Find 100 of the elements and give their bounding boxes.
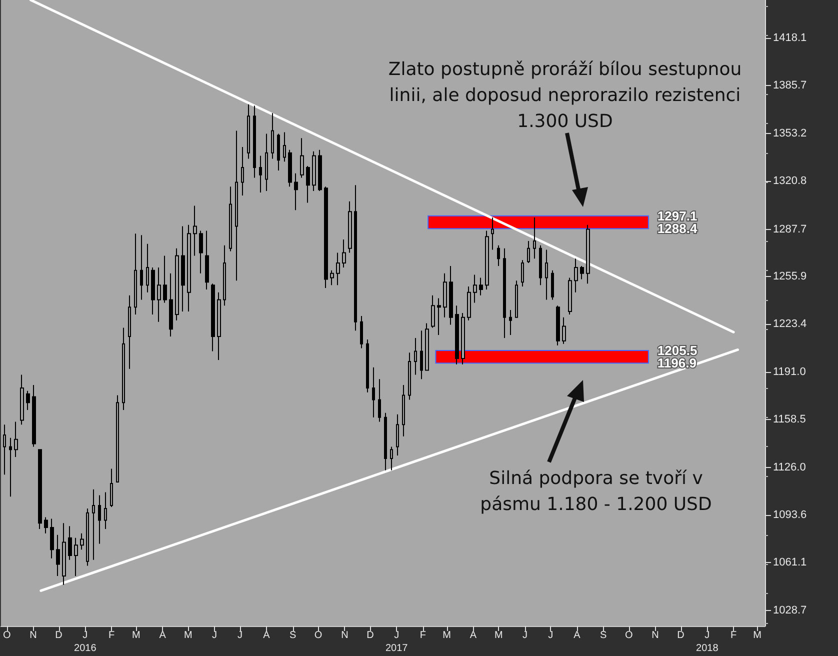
- candlestick: [551, 270, 554, 300]
- candlestick: [443, 272, 447, 318]
- candlestick: [431, 294, 435, 328]
- candlestick: [110, 468, 113, 508]
- candlestick: [223, 244, 226, 306]
- x-tick-label: S: [289, 630, 296, 641]
- x-tick-label: N: [341, 630, 348, 641]
- y-tick-label: 1061.1: [773, 556, 807, 569]
- candlestick: [116, 394, 119, 482]
- candlestick: [14, 421, 18, 458]
- candlestick: [473, 274, 477, 304]
- x-tick-label: J 2017: [385, 630, 408, 654]
- candlestick: [360, 315, 363, 349]
- candlestick: [485, 230, 489, 290]
- x-tick-label: A: [574, 630, 581, 641]
- x-tick-label: O: [314, 630, 322, 641]
- candlestick: [396, 414, 399, 456]
- y-tick-label: 1126.0: [773, 461, 806, 474]
- candlestick: [539, 244, 542, 286]
- x-tick-label: M: [132, 630, 140, 641]
- candlestick: [491, 216, 494, 250]
- candlestick: [68, 526, 72, 560]
- x-tick-label: A: [470, 630, 477, 641]
- x-tick-label: J: [238, 630, 243, 641]
- x-tick-label: A: [263, 630, 270, 641]
- x-tick-label: M: [184, 630, 192, 641]
- candlestick: [217, 292, 221, 361]
- candlestick: [98, 494, 101, 544]
- candlestick: [348, 200, 352, 254]
- candlestick: [515, 280, 518, 318]
- candlestick: [169, 272, 173, 338]
- candlestick: [104, 492, 107, 530]
- candlestick: [545, 249, 548, 300]
- candlestick: [277, 133, 280, 171]
- candlestick: [122, 327, 125, 410]
- candlestick: [253, 105, 256, 178]
- candlestick: [402, 384, 405, 437]
- candlestick: [420, 330, 423, 380]
- x-tick-label: O: [3, 630, 11, 641]
- x-tick-label: M: [753, 630, 762, 641]
- candlestick: [134, 233, 137, 315]
- candlestick: [467, 286, 471, 321]
- candlestick: [336, 252, 340, 286]
- candlestick: [140, 234, 143, 300]
- candlestick: [151, 266, 155, 315]
- y-tick-label: 1385.7: [773, 80, 807, 92]
- candlestick: [199, 230, 203, 274]
- candlestick: [527, 240, 530, 264]
- x-tick-label: F: [108, 630, 115, 641]
- candlestick: [271, 112, 274, 160]
- candlestick: [390, 446, 393, 471]
- candlestick: [241, 146, 244, 196]
- candlestick: [50, 518, 54, 559]
- x-tick-label: D: [55, 630, 62, 641]
- candlestick: [455, 305, 459, 365]
- candlestick: [44, 516, 48, 534]
- annotation: 1288.4: [657, 221, 698, 236]
- candlestick: [497, 244, 500, 266]
- candlestick: [437, 298, 441, 336]
- x-tick-label: D: [677, 630, 684, 641]
- x-tick-label: J 2018: [696, 630, 719, 654]
- candlestick: [229, 186, 232, 252]
- candlestick: [372, 366, 375, 418]
- candlestick: [586, 224, 590, 284]
- y-tick-label: 1028.7: [773, 604, 807, 616]
- y-tick-label: 1191.0: [773, 366, 806, 378]
- candlestick: [80, 532, 84, 550]
- candlestick: [9, 437, 12, 498]
- candlestick: [247, 104, 250, 160]
- annotation: 1205.5: [657, 342, 698, 358]
- x-tick-label: D: [366, 630, 374, 641]
- candlestick: [181, 226, 185, 312]
- candlestick: [562, 316, 566, 344]
- candlestick: [533, 216, 536, 260]
- annotation: Silná podpora se tvoří v pásmu 1.180 - 1.200 USD: [480, 467, 712, 517]
- candlestick: [306, 166, 310, 204]
- candlestick: [461, 312, 465, 365]
- x-tick-label: J: [522, 630, 528, 641]
- candlestick: [283, 132, 286, 162]
- candlestick: [568, 277, 572, 315]
- candlestick: [449, 265, 453, 326]
- candlestick: [580, 265, 584, 280]
- candlestick: [521, 260, 524, 288]
- x-tick-label: J: [548, 630, 554, 641]
- candlestick: [479, 277, 483, 296]
- candlestick: [235, 130, 238, 282]
- candlestick: [128, 294, 131, 370]
- y-tick-label: 1223.4: [773, 318, 807, 330]
- candlestick: [205, 230, 209, 290]
- x-tick-label: M: [494, 630, 503, 641]
- candlestick: [193, 205, 197, 256]
- candlestick: [366, 338, 369, 393]
- candlestick: [146, 243, 149, 293]
- y-tick-label: 1353.2: [773, 127, 807, 140]
- y-tick-label: 1255.9: [773, 270, 807, 282]
- x-tick-label: A: [159, 630, 166, 641]
- x-tick-label: S: [600, 630, 607, 641]
- candlestick: [408, 352, 411, 400]
- candlestick: [288, 149, 292, 188]
- candlestick: [384, 412, 387, 471]
